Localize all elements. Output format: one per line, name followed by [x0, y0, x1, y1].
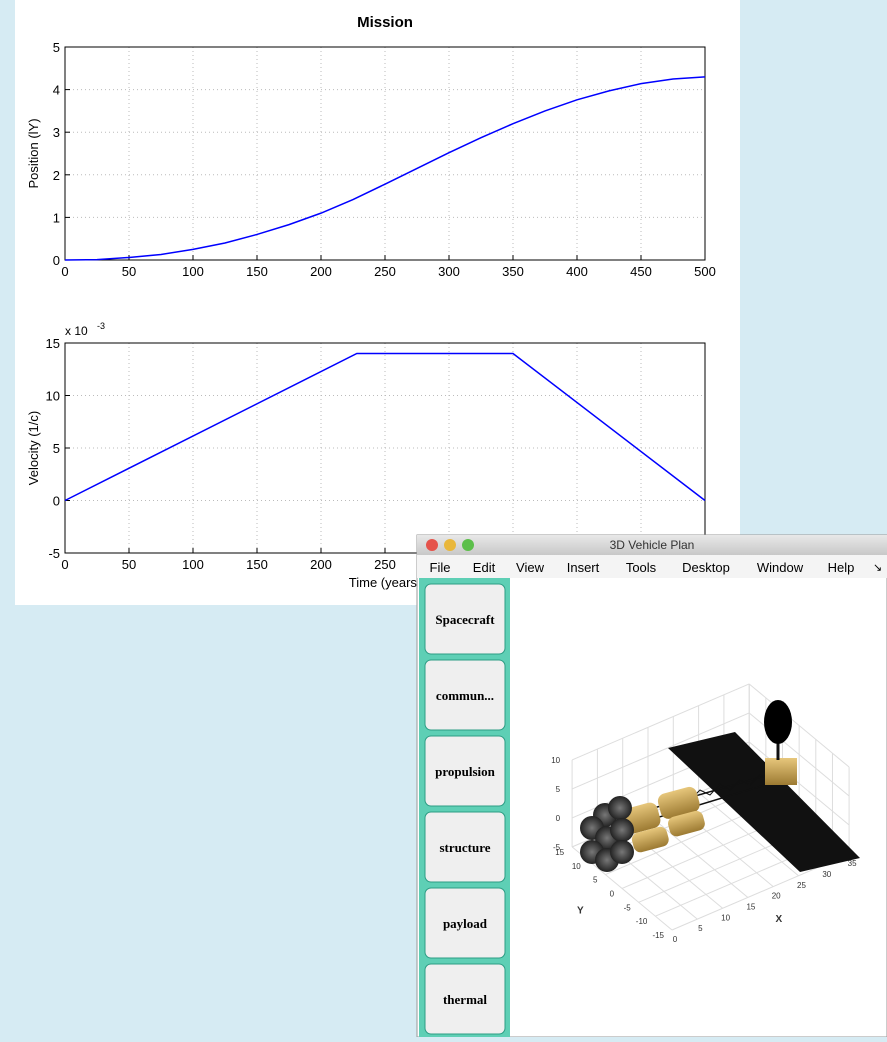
x-axis-label: Time (years) [349, 575, 421, 590]
x-tick-label: 5 [698, 924, 703, 933]
y-tick-label: 0 [53, 494, 60, 509]
y-tick-label: -15 [652, 931, 664, 940]
bus-box [765, 758, 797, 785]
minimize-button[interactable] [444, 539, 456, 551]
x-tick-label: 50 [122, 264, 136, 279]
menu-item[interactable]: File [430, 560, 451, 575]
x-tick-label: 250 [374, 264, 396, 279]
x-tick-label: 400 [566, 264, 588, 279]
y-tick-label: 1 [53, 210, 60, 225]
chart-title: Mission [357, 14, 413, 31]
toolbar-toggle[interactable]: ↘ [873, 562, 882, 574]
y-axis-label: Position (lY) [26, 118, 41, 188]
x-tick-label: 30 [822, 870, 831, 879]
menu-item[interactable]: Edit [473, 560, 496, 575]
x-tick-label: 250 [374, 557, 396, 572]
y-axis-label: Velocity (1/c) [26, 411, 41, 485]
menu-item[interactable]: View [516, 560, 545, 575]
zoom-button[interactable] [462, 539, 474, 551]
menu-item[interactable]: Desktop [682, 560, 730, 575]
x-tick-label: 150 [246, 264, 268, 279]
close-button[interactable] [426, 539, 438, 551]
menu: File Edit View Insert Tools Desktop Window Help [430, 560, 855, 575]
button-label[interactable]: thermal [443, 992, 487, 1007]
y-tick-label: -5 [48, 546, 60, 561]
x-tick-label: 20 [772, 892, 781, 901]
x-tick-label: 0 [61, 557, 68, 572]
y-multiplier-exponent: -3 [97, 321, 105, 331]
vehicle-window: 3D Vehicle Plan File Edit View Insert Tools D… [417, 535, 887, 1037]
y-tick-label: 5 [593, 876, 598, 885]
button-label[interactable]: payload [443, 916, 488, 931]
menu-item[interactable]: Tools [626, 560, 657, 575]
y-tick-label: 4 [53, 83, 60, 98]
button-label[interactable]: propulsion [435, 764, 496, 779]
x-tick-label: 0 [61, 264, 68, 279]
y-tick-label: 3 [53, 125, 60, 140]
x-axis-label: X [776, 914, 783, 925]
z-tick-label: 5 [556, 785, 561, 794]
y-axis-label: Y [577, 905, 584, 916]
y-tick-label: 5 [53, 441, 60, 456]
menu-item[interactable]: Window [757, 560, 804, 575]
x-tick-label: 100 [182, 557, 204, 572]
y-tick-label: 10 [572, 862, 581, 871]
x-tick-label: 0 [673, 935, 678, 944]
figure-window [15, 0, 740, 605]
y-tick-label: 0 [53, 253, 60, 268]
x-tick-label: 15 [746, 902, 755, 911]
y-tick-label: -10 [636, 917, 648, 926]
y-tick-label: 2 [53, 168, 60, 183]
z-tick-label: 0 [556, 814, 561, 823]
dish [764, 700, 792, 744]
x-tick-label: 200 [310, 557, 332, 572]
y-tick-label: -5 [624, 903, 632, 912]
y-tick-label: 15 [46, 336, 60, 351]
y-tick-label: 5 [53, 40, 60, 55]
x-tick-label: 10 [721, 913, 730, 922]
z-tick-label: 10 [551, 756, 560, 765]
x-tick-label: 300 [438, 264, 460, 279]
y-multiplier: x 10 [65, 324, 88, 338]
x-tick-label: 150 [246, 557, 268, 572]
y-tick-label: 10 [46, 389, 60, 404]
button-label[interactable]: structure [439, 840, 490, 855]
x-tick-label: 50 [122, 557, 136, 572]
button-label[interactable]: Spacecraft [435, 612, 495, 627]
window-title: 3D Vehicle Plan [610, 538, 695, 552]
menu-item[interactable]: Help [828, 560, 855, 575]
y-tick-label: 0 [610, 889, 615, 898]
x-tick-label: 350 [502, 264, 524, 279]
button-label[interactable]: commun... [436, 688, 494, 703]
x-tick-label: 100 [182, 264, 204, 279]
x-tick-label: 25 [797, 881, 806, 890]
screen: 050100150200250300350400450500012345Miss… [0, 0, 887, 1037]
x-tick-label: 450 [630, 264, 652, 279]
menu-item[interactable]: Insert [567, 560, 600, 575]
x-tick-label: 500 [694, 264, 716, 279]
z-tick-label: -5 [553, 843, 561, 852]
x-tick-label: 200 [310, 264, 332, 279]
